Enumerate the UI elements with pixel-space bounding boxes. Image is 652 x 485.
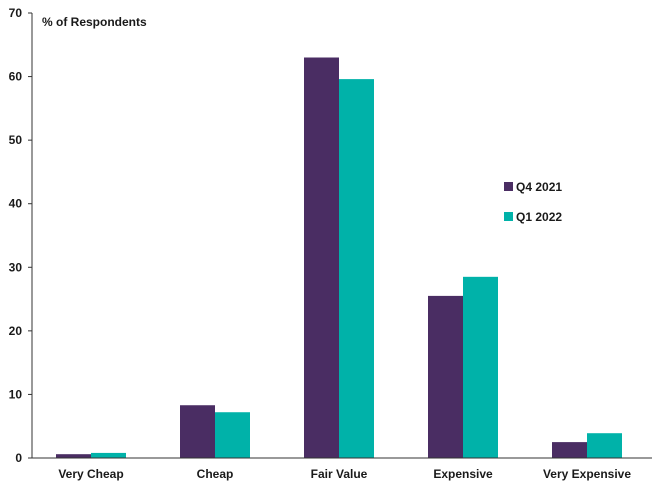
y-tick-label: 40	[9, 197, 23, 211]
y-tick-label: 0	[15, 451, 22, 465]
bar-q1-2022	[91, 452, 126, 458]
y-tick-label: 10	[9, 387, 23, 401]
legend-label: Q4 2021	[516, 180, 562, 194]
x-axis: Very Cheap Cheap Fair Value Expensive Very E…	[32, 457, 652, 481]
x-tick-label: Fair Value	[311, 467, 368, 481]
bar-q4-2021	[304, 57, 339, 458]
y-tick-label: 60	[9, 70, 23, 84]
x-tick-label: Very Cheap	[58, 467, 123, 481]
y-tick-label: 30	[9, 260, 23, 274]
bar-q4-2021	[428, 295, 463, 458]
bar-q1-2022	[339, 79, 374, 458]
y-tick-label: 20	[9, 324, 23, 338]
legend-swatch	[504, 212, 513, 221]
x-tick-label: Cheap	[197, 467, 234, 481]
x-tick-label: Expensive	[433, 467, 493, 481]
bar-q4-2021	[552, 442, 587, 458]
bar-q4-2021	[180, 405, 215, 458]
x-tick-label: Very Expensive	[543, 467, 631, 481]
legend: Q4 2021 Q1 2022	[504, 180, 562, 224]
legend-label: Q1 2022	[516, 210, 562, 224]
bar-q1-2022	[215, 412, 250, 458]
y-tick-label: 50	[9, 133, 23, 147]
legend-swatch	[504, 182, 513, 191]
bar-q1-2022	[463, 276, 498, 458]
bars-group	[56, 57, 622, 458]
bar-q4-2021	[56, 454, 91, 458]
y-axis-title: % of Respondents	[42, 15, 147, 29]
y-axis: 0 10 20 30 40 50 60 70	[9, 6, 33, 465]
y-tick-label: 70	[9, 6, 23, 20]
bar-q1-2022	[587, 433, 622, 458]
